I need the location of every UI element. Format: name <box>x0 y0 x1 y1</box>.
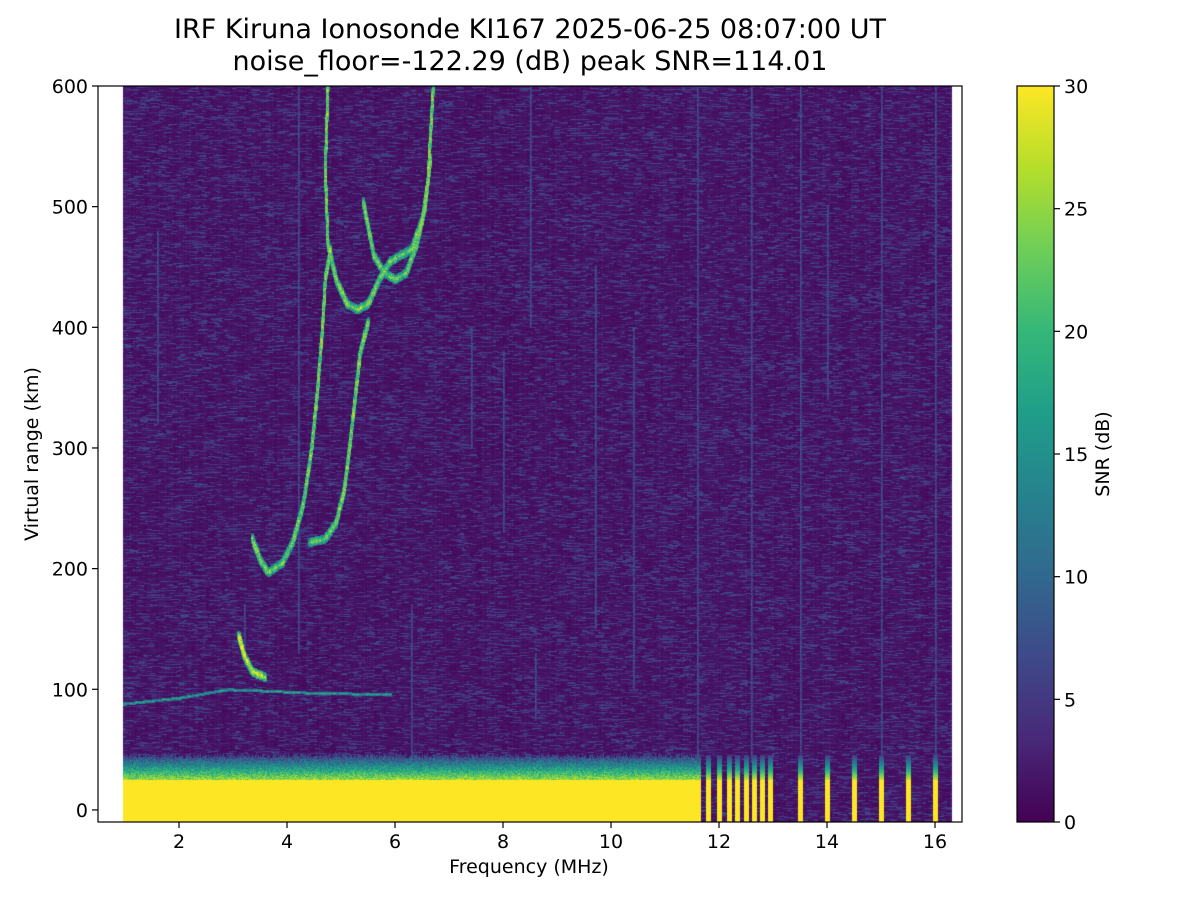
x-tick-label: 10 <box>599 831 623 853</box>
colorbar-tick-label: 25 <box>1064 199 1088 221</box>
y-tick-label: 200 <box>52 559 88 581</box>
x-tick-label: 2 <box>173 831 185 853</box>
chart-title: IRF Kiruna Ionosonde KI167 2025-06-25 08… <box>173 14 887 45</box>
colorbar-axis: 0 5 10 15 20 25 30 <box>1054 76 1088 834</box>
y-tick-label: 400 <box>52 317 88 339</box>
x-tick-label: 8 <box>497 831 509 853</box>
colorbar-tick-label: 10 <box>1064 567 1088 589</box>
x-tick-label: 6 <box>389 831 401 853</box>
y-tick-label: 100 <box>52 679 88 701</box>
x-axis-label: Frequency (MHz) <box>449 856 609 878</box>
colorbar-tick-label: 30 <box>1064 76 1088 98</box>
x-tick-label: 16 <box>923 831 947 853</box>
y-axis: 0 100 200 300 400 500 600 <box>52 76 98 822</box>
x-tick-label: 4 <box>281 831 293 853</box>
colorbar <box>1016 85 1055 823</box>
y-tick-label: 300 <box>52 438 88 460</box>
colorbar-tick-label: 5 <box>1064 689 1076 711</box>
x-axis: 2 4 6 8 10 12 14 16 <box>173 822 947 853</box>
x-tick-label: 14 <box>815 831 839 853</box>
y-tick-label: 500 <box>52 197 88 219</box>
colorbar-tick-label: 0 <box>1064 812 1076 834</box>
ionogram-heatmap <box>98 86 962 822</box>
x-tick-label: 12 <box>707 831 731 853</box>
colorbar-tick-label: 20 <box>1064 321 1088 343</box>
chart-title-block: IRF Kiruna Ionosonde KI167 2025-06-25 08… <box>0 14 1060 78</box>
plot-area <box>98 86 962 822</box>
y-tick-label: 600 <box>52 76 88 98</box>
plot-frame <box>97 85 963 823</box>
chart-subtitle: noise_floor=-122.29 (dB) peak SNR=114.01 <box>232 46 828 77</box>
colorbar-label: SNR (dB) <box>1092 411 1114 496</box>
y-axis-label: Virtual range (km) <box>21 367 43 541</box>
colorbar-tick-label: 15 <box>1064 444 1088 466</box>
y-tick-label: 0 <box>76 800 88 822</box>
